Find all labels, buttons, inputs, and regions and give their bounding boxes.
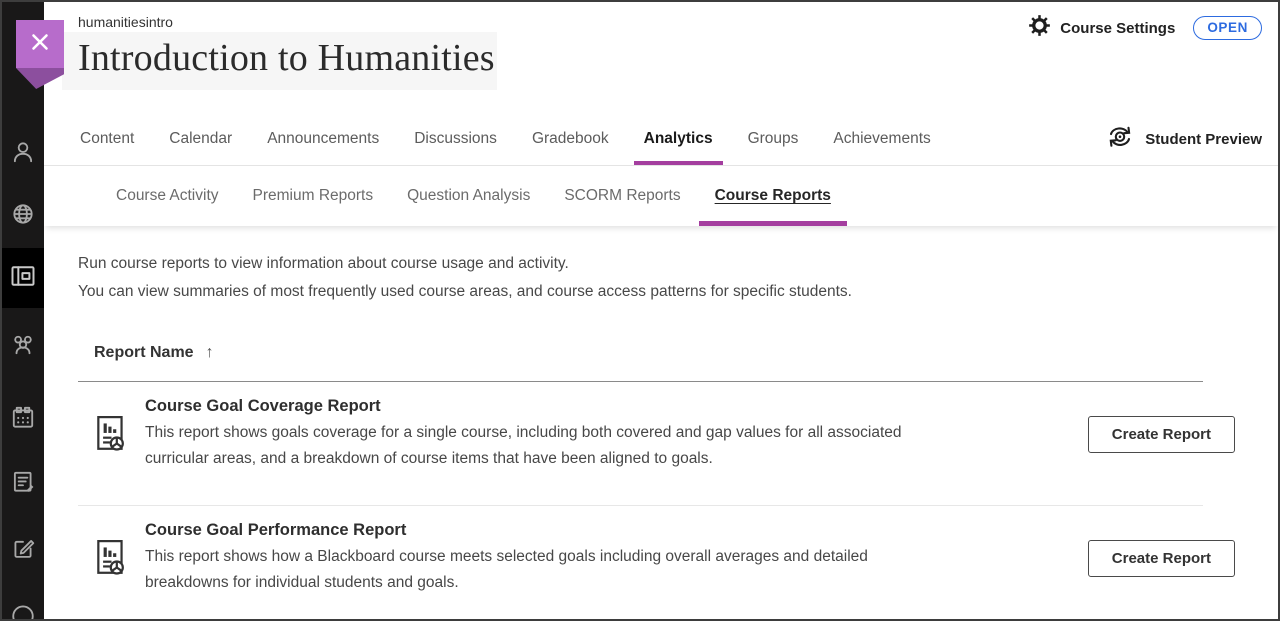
globe-icon (10, 201, 36, 232)
tab-gradebook[interactable]: Gradebook (531, 130, 609, 147)
create-report-button-performance[interactable]: Create Report (1087, 540, 1235, 577)
course-nav: Content Calendar Announcements Discussio… (44, 113, 1278, 166)
student-preview-button[interactable]: Student Preview (1105, 125, 1262, 153)
sidebar-item-calendar[interactable] (2, 398, 44, 442)
sidebar-item-recent[interactable] (2, 594, 44, 619)
close-course-button[interactable] (16, 20, 64, 89)
course-settings-label: Course Settings (1060, 19, 1176, 37)
report-description: This report shows goals coverage for a s… (145, 424, 902, 467)
sidebar-item-organizations[interactable] (2, 324, 44, 368)
report-name-sort-header[interactable]: Report Name ↑ (94, 344, 1278, 362)
subtab-course-reports[interactable]: Course Reports (698, 166, 848, 226)
tab-discussions[interactable]: Discussions (414, 130, 497, 147)
page-title: Introduction to Humanities (78, 37, 495, 79)
header-divider (78, 381, 1203, 382)
calendar-icon (10, 405, 36, 436)
student-preview-icon (1105, 125, 1135, 153)
gear-icon (1028, 14, 1051, 42)
row-divider (78, 505, 1203, 506)
course-header: humanitiesintro Introduction to Humaniti… (44, 2, 1278, 113)
close-icon (27, 29, 53, 60)
report-title: Course Goal Performance Report (145, 521, 407, 539)
course-id: humanitiesintro (78, 14, 173, 30)
subtab-scorm-reports[interactable]: SCORM Reports (564, 187, 681, 204)
report-chart-icon (94, 539, 128, 582)
subtab-course-activity[interactable]: Course Activity (116, 187, 219, 204)
tab-content[interactable]: Content (80, 130, 135, 147)
report-row-coverage: Course Goal Coverage Report This report … (78, 382, 1278, 486)
report-chart-icon (94, 415, 128, 458)
global-sidebar (2, 2, 44, 619)
course-reports-panel: Run course reports to view information a… (44, 226, 1278, 610)
sidebar-item-activity[interactable] (2, 528, 44, 572)
student-preview-label: Student Preview (1145, 130, 1262, 148)
analytics-subnav: Course Activity Premium Reports Question… (44, 166, 1278, 226)
clock-icon (10, 601, 36, 619)
sidebar-item-messages[interactable] (2, 462, 44, 506)
tab-announcements[interactable]: Announcements (267, 130, 380, 147)
groups-icon (10, 331, 36, 362)
tab-analytics[interactable]: Analytics (633, 113, 723, 165)
intro-text: Run course reports to view information a… (78, 255, 852, 300)
create-report-button-coverage[interactable]: Create Report (1087, 416, 1235, 453)
sidebar-item-profile[interactable] (2, 132, 44, 176)
messages-icon (10, 469, 36, 500)
subtab-premium-reports[interactable]: Premium Reports (252, 187, 374, 204)
course-title-wrap: Introduction to Humanities (62, 32, 497, 90)
course-status-badge[interactable]: OPEN (1193, 16, 1262, 40)
sidebar-item-courses[interactable] (2, 248, 44, 308)
ribbon-fold (16, 68, 64, 89)
report-row-performance: Course Goal Performance Report This repo… (78, 506, 1278, 610)
tab-calendar[interactable]: Calendar (169, 130, 233, 147)
sort-ascending-icon: ↑ (205, 344, 214, 361)
courses-icon (9, 262, 37, 295)
report-title: Course Goal Coverage Report (145, 397, 381, 415)
report-name-label: Report Name (94, 344, 194, 361)
report-description: This report shows how a Blackboard cours… (145, 548, 868, 591)
compose-icon (10, 535, 36, 566)
subtab-question-analysis[interactable]: Question Analysis (407, 187, 531, 204)
tab-groups[interactable]: Groups (747, 130, 799, 147)
sidebar-item-institution[interactable] (2, 194, 44, 238)
user-icon (10, 139, 36, 170)
tab-achievements[interactable]: Achievements (833, 130, 931, 147)
course-settings-button[interactable]: Course Settings (1028, 14, 1175, 42)
